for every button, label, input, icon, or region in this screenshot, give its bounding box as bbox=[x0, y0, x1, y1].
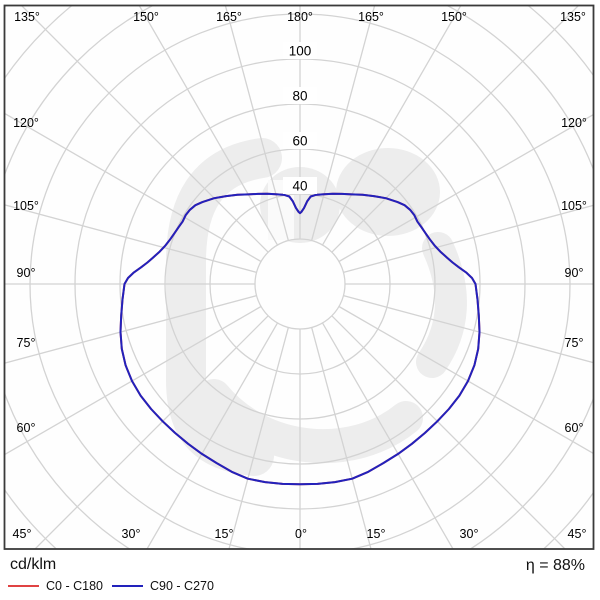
angle-label: 180° bbox=[287, 10, 313, 24]
ring-label: 60 bbox=[292, 134, 307, 149]
legend-label-c0-c180: C0 - C180 bbox=[46, 579, 103, 593]
chart-border bbox=[3, 4, 595, 550]
angle-label: 120° bbox=[561, 116, 587, 130]
angle-label: 150° bbox=[133, 10, 159, 24]
c0-c180-line-swatch bbox=[8, 585, 39, 587]
angle-label: 90° bbox=[565, 266, 584, 280]
angle-label: 0° bbox=[295, 527, 307, 541]
angle-label: 60° bbox=[17, 421, 36, 435]
legend-item-c0-c180: C0 - C180 bbox=[8, 578, 103, 594]
efficiency-value: η = 88% bbox=[525, 557, 585, 574]
angle-label: 105° bbox=[561, 199, 587, 213]
chart-footer: cd/klm η = 88% C0 - C180 C90 - C270 bbox=[0, 550, 600, 600]
angle-label: 90° bbox=[17, 266, 36, 280]
angle-label: 45° bbox=[568, 527, 587, 541]
curve-c90-c270 bbox=[119, 192, 481, 486]
angle-label: 15° bbox=[215, 527, 234, 541]
angle-label: 120° bbox=[13, 116, 39, 130]
ring-label: 40 bbox=[292, 179, 307, 194]
angle-label: 60° bbox=[565, 421, 584, 435]
legend-item-c90-c270: C90 - C270 bbox=[112, 578, 214, 594]
angle-label: 30° bbox=[122, 527, 141, 541]
ring-label: 80 bbox=[292, 89, 307, 104]
angle-label: 105° bbox=[13, 199, 39, 213]
angle-label: 30° bbox=[460, 527, 479, 541]
polar-chart: 40 60 80 100 135° 150° 165° 180° 165° 150° 135° 120… bbox=[3, 4, 595, 550]
ring-label: 100 bbox=[289, 44, 312, 59]
angle-label: 75° bbox=[565, 336, 584, 350]
angle-label: 165° bbox=[216, 10, 242, 24]
angle-label: 75° bbox=[17, 336, 36, 350]
angle-label: 15° bbox=[367, 527, 386, 541]
angle-label: 135° bbox=[14, 10, 40, 24]
unit-label: cd/klm bbox=[10, 556, 57, 573]
polar-chart-area: 40 60 80 100 135° 150° 165° 180° 165° 150° 135° 120… bbox=[3, 4, 595, 550]
angle-label: 135° bbox=[560, 10, 586, 24]
angle-label: 45° bbox=[13, 527, 32, 541]
c90-c270-line-swatch bbox=[112, 585, 143, 587]
legend-label-c90-c270: C90 - C270 bbox=[150, 579, 214, 593]
angle-label: 165° bbox=[358, 10, 384, 24]
plot-region: 40 60 80 100 135° 150° 165° 180° 165° 150° 135° 120… bbox=[4, 5, 594, 549]
angle-label: 150° bbox=[441, 10, 467, 24]
